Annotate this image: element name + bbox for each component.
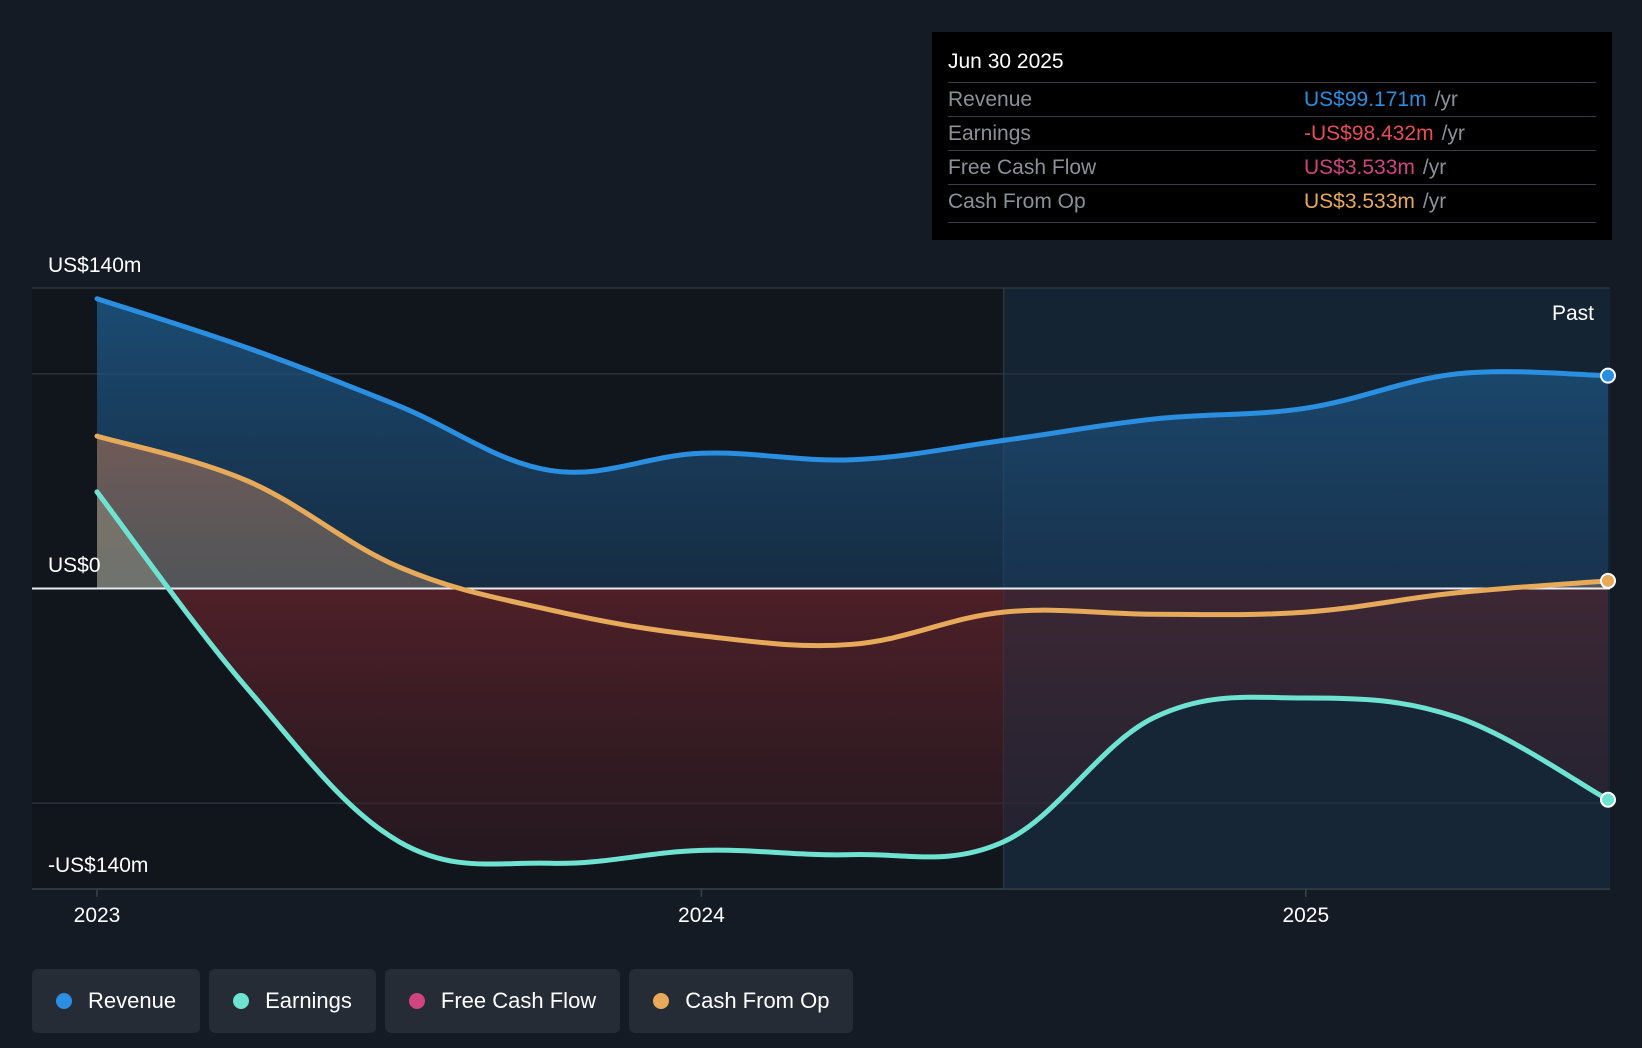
tooltip-label: Earnings <box>948 122 1031 145</box>
tooltip-value: US$3.533m <box>1304 190 1415 213</box>
tooltip-unit: /yr <box>1422 190 1447 213</box>
x-tick-label: 2023 <box>74 904 121 927</box>
y-axis-label: -US$140m <box>48 854 148 877</box>
tooltip-label: Cash From Op <box>948 190 1086 213</box>
tooltip-divider <box>948 222 1596 223</box>
legend-label: Revenue <box>88 988 177 1013</box>
tooltip-unit: /yr <box>1434 88 1458 111</box>
revenue-end-marker <box>1600 367 1616 384</box>
tooltip-value: US$99.171m <box>1304 88 1427 111</box>
tooltip-unit: /yr <box>1422 156 1447 179</box>
past-overlay <box>1003 588 1610 889</box>
x-tick-label: 2024 <box>678 904 725 927</box>
earnings-line <box>94 489 1611 867</box>
cfo-dot-icon <box>653 993 670 1009</box>
tooltip: Jun 30 2025 Revenue US$99.171m/yr Earnin… <box>932 32 1612 240</box>
legend-item-earnings[interactable]: Earnings <box>209 969 376 1033</box>
tooltip-value: US$3.533m <box>1304 156 1415 179</box>
fcf-dot-icon <box>408 993 425 1009</box>
tooltip-row-fcf: Free Cash Flow US$3.533m/yr <box>948 150 1596 185</box>
y-axis-label: US$0 <box>48 554 101 577</box>
legend-label: Earnings <box>265 988 352 1013</box>
tooltip-label: Revenue <box>948 88 1033 111</box>
past-label: Past <box>1552 302 1594 325</box>
cash-flow-negative-area <box>97 588 1608 646</box>
tooltip-row-earnings: Earnings -US$98.432m/yr <box>948 116 1596 151</box>
cash-from-op-line <box>94 433 1611 649</box>
revenue-dot-icon <box>56 993 72 1009</box>
legend-label: Free Cash Flow <box>440 988 597 1013</box>
tooltip-date: Jun 30 2025 <box>948 50 1064 73</box>
revenue-line <box>94 296 1611 475</box>
legend-item-free-cash-flow[interactable]: Free Cash Flow <box>384 969 621 1033</box>
earnings-dot-icon <box>233 993 250 1009</box>
earnings-end-marker <box>1600 791 1616 808</box>
legend-label: Cash From Op <box>685 988 830 1013</box>
revenue-area <box>97 298 1608 589</box>
tooltip-unit: /yr <box>1441 122 1465 145</box>
tooltip-label: Free Cash Flow <box>948 156 1097 179</box>
tooltip-row-cfo: Cash From Op US$3.533m/yr <box>948 184 1596 219</box>
legend: Revenue Earnings Free Cash Flow Cash Fro… <box>32 969 854 1033</box>
legend-item-cash-from-op[interactable]: Cash From Op <box>629 969 854 1033</box>
tooltip-value: -US$98.432m <box>1304 122 1434 145</box>
legend-item-revenue[interactable]: Revenue <box>32 969 201 1033</box>
y-axis-label: US$140m <box>48 254 141 277</box>
tooltip-row-revenue: Revenue US$99.171m/yr <box>948 82 1596 117</box>
cash-flow-positive-area <box>97 436 1608 589</box>
earnings-negative-area <box>97 588 1608 865</box>
cash-from-op-end-marker <box>1600 572 1616 589</box>
x-tick-label: 2025 <box>1282 904 1329 927</box>
